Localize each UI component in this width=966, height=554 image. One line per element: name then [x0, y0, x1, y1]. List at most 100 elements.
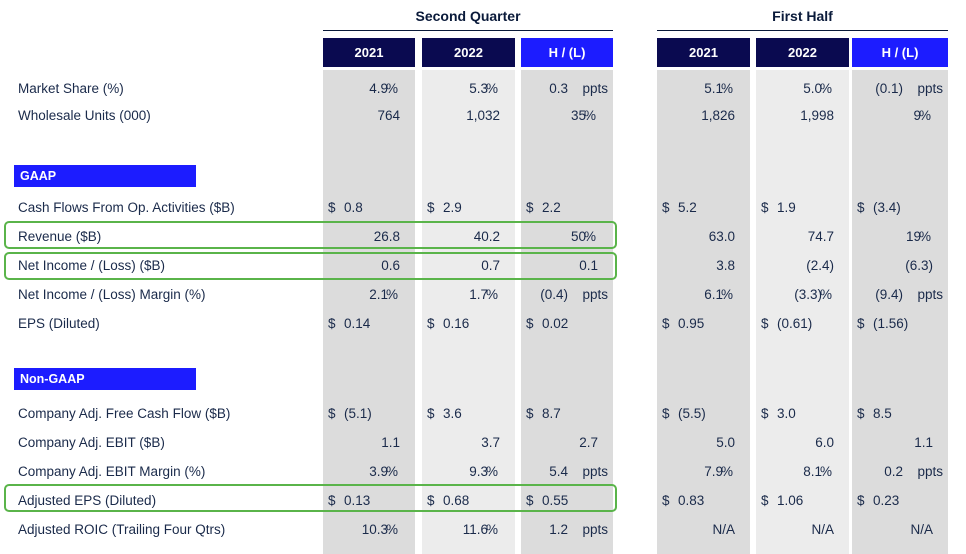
cell-value: 1.1 — [381, 435, 400, 450]
row-label: Company Adj. EBIT Margin (%) — [18, 464, 206, 479]
dollar-sign: $ — [427, 200, 435, 215]
cell-value: 1,826 — [701, 108, 735, 123]
cell-value: N/A — [712, 522, 735, 537]
table-row-net-income-margin: Net Income / (Loss) Margin (%) 2.1% 1.7% (0… — [0, 280, 966, 309]
cell-unit: ppts — [582, 287, 608, 302]
cell-value: 1.2 — [549, 522, 568, 537]
cell-value: 8.1 — [803, 464, 822, 479]
non-gaap-section-badge: Non-GAAP — [14, 368, 196, 390]
cell-unit: % — [385, 287, 398, 302]
row-label: Net Income / (Loss) Margin (%) — [18, 287, 206, 302]
dollar-sign: $ — [526, 316, 534, 331]
cell-value: 8.7 — [542, 406, 561, 421]
cell-unit: ppts — [582, 522, 608, 537]
table-row-wholesale-units: Wholesale Units (000) 764 1,032 35% 1,826 1,9… — [0, 101, 966, 130]
table-row-revenue: Revenue ($B) 26.8 40.2 50% 63.0 74.7 19% — [0, 222, 966, 251]
row-label: Market Share (%) — [18, 81, 124, 96]
dollar-sign: $ — [427, 406, 435, 421]
cell-value: 19 — [905, 229, 921, 244]
cell-unit: % — [485, 464, 498, 479]
cell-value: (5.1) — [344, 406, 372, 421]
cell-value: 9 — [913, 108, 921, 123]
dollar-sign: $ — [857, 493, 865, 508]
net-income-highlight — [4, 252, 617, 280]
row-label: Company Adj. EBIT ($B) — [18, 435, 165, 450]
dollar-sign: $ — [761, 406, 769, 421]
cell-unit: ppts — [917, 81, 943, 96]
cell-unit: % — [583, 108, 596, 123]
cell-value: 40.2 — [473, 229, 500, 244]
cell-value: 3.9 — [369, 464, 388, 479]
dollar-sign: $ — [328, 406, 336, 421]
table-row-adj-ebit: Company Adj. EBIT ($B) 1.1 3.7 2.7 5.0 6.0 1.1 — [0, 428, 966, 457]
cell-unit: % — [918, 108, 931, 123]
second-quarter-title: Second Quarter — [415, 8, 521, 24]
cell-unit: % — [720, 287, 733, 302]
cell-value: 2.9 — [443, 200, 462, 215]
cell-unit: ppts — [582, 81, 608, 96]
dollar-sign: $ — [328, 316, 336, 331]
row-label: EPS (Diluted) — [18, 316, 100, 331]
cell-value: 5.4 — [549, 464, 568, 479]
cell-unit: ppts — [917, 287, 943, 302]
table-row-cash-flows: Cash Flows From Op. Activities ($B) $0.8 $… — [0, 193, 966, 222]
dollar-sign: $ — [328, 493, 336, 508]
cell-value: 1.06 — [777, 493, 804, 508]
cell-unit: % — [819, 287, 832, 302]
cell-value: 0.1 — [579, 258, 598, 273]
cell-value: 1.9 — [777, 200, 796, 215]
cell-value: (5.5) — [678, 406, 706, 421]
cell-value: 0.8 — [344, 200, 363, 215]
cell-value: 5.2 — [678, 200, 697, 215]
cell-value: 0.6 — [381, 258, 400, 273]
revenue-highlight — [4, 221, 617, 249]
cell-value: 0.14 — [344, 316, 371, 331]
cell-value: 3.6 — [443, 406, 462, 421]
first-half-rule — [657, 30, 948, 31]
cell-unit: % — [819, 81, 832, 96]
cell-value: (0.61) — [777, 316, 813, 331]
cell-value: 1.1 — [914, 435, 933, 450]
cell-value: 8.5 — [873, 406, 892, 421]
gaap-section-badge: GAAP — [14, 165, 196, 187]
cell-unit: % — [720, 464, 733, 479]
cell-value: 11.6 — [462, 522, 488, 537]
dollar-sign: $ — [662, 493, 670, 508]
cell-value: 3.7 — [481, 435, 500, 450]
cell-value: (3.3) — [794, 287, 822, 302]
cell-value: 764 — [377, 108, 400, 123]
col-bg-qhl — [521, 70, 613, 554]
table-row-market-share: Market Share (%) 4.9% 5.3% 0.3 ppts 5.1% 5.0%(… — [0, 74, 966, 103]
row-label: Company Adj. Free Cash Flow ($B) — [18, 406, 231, 421]
dollar-sign: $ — [526, 200, 534, 215]
cell-value: (2.4) — [806, 258, 834, 273]
cell-unit: ppts — [582, 464, 608, 479]
cell-unit: % — [485, 522, 498, 537]
cell-value: (9.4) — [875, 287, 903, 302]
cell-value: 26.8 — [373, 229, 400, 244]
cell-value: 0.95 — [678, 316, 705, 331]
row-label: Cash Flows From Op. Activities ($B) — [18, 200, 235, 215]
cell-unit: % — [485, 287, 498, 302]
cell-value: 5.0 — [716, 435, 735, 450]
cell-unit: % — [819, 464, 832, 479]
cell-value: 0.83 — [678, 493, 705, 508]
cell-unit: % — [485, 81, 498, 96]
header-q-2022: 2022 — [422, 38, 515, 67]
dollar-sign: $ — [662, 316, 670, 331]
cell-value: 35 — [570, 108, 586, 123]
cell-value: 2.7 — [579, 435, 598, 450]
cell-value: (0.1) — [875, 81, 903, 96]
cell-value: 5.3 — [469, 81, 488, 96]
cell-value: 50 — [570, 229, 586, 244]
col-bg-hhl — [852, 70, 948, 554]
table-row-adj-roic: Adjusted ROIC (Trailing Four Qtrs) 10.3% 1… — [0, 515, 966, 544]
col-bg-q2021 — [323, 70, 415, 554]
cell-unit: ppts — [917, 464, 943, 479]
cell-unit: % — [720, 81, 733, 96]
cell-value: 3.8 — [716, 258, 735, 273]
cell-value: 0.7 — [481, 258, 500, 273]
table-row-adj-eps: Adjusted EPS (Diluted) $0.13 $0.68 $0.55 $0.… — [0, 486, 966, 515]
dollar-sign: $ — [427, 316, 435, 331]
cell-unit: % — [583, 229, 596, 244]
